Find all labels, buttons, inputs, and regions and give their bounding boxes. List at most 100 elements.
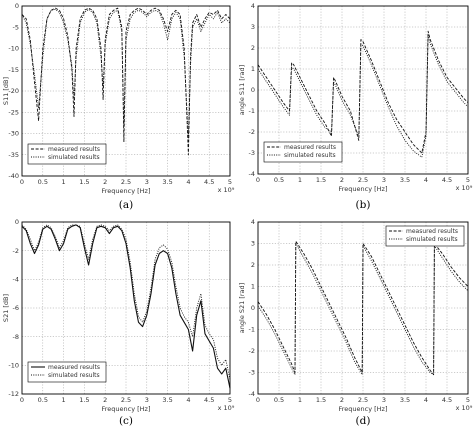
y-tick-label: 1 [251, 65, 255, 73]
chart-panel-c: 0 0.5 1 1.5 2 2.5 3 3.5 4 4.5 5 0 -2 -4 -6 -8 -10 -12 x 10… [2, 218, 235, 427]
x-axis-label: Frequency [Hz] [338, 185, 387, 193]
x-tick-label: 3.5 [400, 396, 410, 404]
y-tick-label: -10 [8, 45, 19, 53]
y-tick-label: -12 [8, 390, 19, 398]
figure-caption: (a) [119, 199, 133, 211]
y-tick-label: -20 [8, 87, 19, 95]
x-tick-label: 0.5 [274, 396, 284, 404]
x-tick-label: 4 [424, 176, 428, 184]
y-tick-label: 0 [251, 304, 255, 312]
x-tick-label: 4.5 [442, 176, 452, 184]
x-tick-label: 4.5 [204, 396, 214, 404]
x-tick-label: 2 [340, 396, 344, 404]
y-axis-label: angle S11 [rad] [238, 65, 246, 115]
chart-panel-d: 0 0.5 1 1.5 2 2.5 3 3.5 4 4.5 5 4 3 2 1 0 -1 -2 -3 -4 x 10⁹ F… [238, 218, 473, 427]
x-tick-label: 0.5 [38, 396, 48, 404]
x-tick-label: 5 [466, 396, 470, 404]
x-tick-label: 5 [228, 178, 232, 186]
x-tick-label: 2 [103, 396, 107, 404]
y-axis-label: S11 [dB] [2, 77, 10, 105]
x-tick-label: 2 [340, 176, 344, 184]
figure-caption: (d) [356, 415, 371, 427]
y-tick-label: 0 [251, 86, 255, 94]
x-exponent-label: x 10⁹ [456, 404, 473, 412]
legend-entry-label: measured results [48, 146, 100, 153]
y-tick-label: -8 [13, 333, 19, 341]
x-tick-label: 2.5 [121, 178, 131, 186]
x-axis-label: Frequency [Hz] [101, 187, 150, 195]
x-tick-label: 1.5 [79, 178, 89, 186]
x-tick-label: 0 [20, 396, 24, 404]
y-tick-label: 0 [15, 218, 19, 226]
x-tick-label: 4 [186, 178, 190, 186]
x-axis-label: Frequency [Hz] [101, 405, 150, 413]
plot-area-frame [21, 221, 231, 395]
x-tick-label: 0 [20, 178, 24, 186]
x-tick-label: 4 [186, 396, 190, 404]
y-tick-label: -30 [8, 130, 19, 138]
series-line-measured-results [21, 7, 231, 156]
series-line-simulated-results [21, 224, 231, 380]
legend-entry-label: measured results [406, 228, 458, 235]
x-tick-label: 1 [298, 176, 302, 184]
x-tick-label: 1 [62, 396, 66, 404]
series-line-measured-results [257, 30, 469, 154]
legend-box [27, 143, 107, 165]
x-tick-label: 0.5 [38, 178, 48, 186]
y-tick-label: -35 [8, 151, 19, 159]
y-tick-label: 2 [251, 44, 255, 52]
x-tick-label: 1.5 [316, 396, 326, 404]
y-tick-label: 3 [251, 23, 255, 31]
x-tick-label: 2.5 [358, 396, 368, 404]
x-tick-label: 1 [298, 396, 302, 404]
y-tick-label: -6 [13, 304, 19, 312]
x-tick-label: 4 [424, 396, 428, 404]
legend-box [263, 141, 343, 163]
series-line-simulated-results [21, 8, 231, 139]
x-tick-label: 3 [145, 178, 149, 186]
series-line-simulated-results [257, 243, 469, 376]
y-axis-label: angle S21 [rad] [238, 283, 246, 333]
legend-box [27, 361, 107, 383]
x-tick-label: 3 [145, 396, 149, 404]
y-tick-label: -2 [249, 128, 255, 136]
legend-entry-label: simulated results [48, 154, 100, 161]
series-line-measured-results [21, 224, 231, 389]
legend-entry-label: simulated results [406, 236, 458, 243]
x-tick-label: 0 [256, 176, 260, 184]
x-tick-label: 4.5 [204, 178, 214, 186]
x-tick-label: 3.5 [400, 176, 410, 184]
y-tick-label: -4 [13, 276, 19, 284]
y-tick-label: -40 [8, 172, 19, 180]
legend-entry-label: simulated results [48, 372, 100, 379]
legend-entry-label: measured results [284, 144, 336, 151]
x-tick-label: 0.5 [274, 176, 284, 184]
x-exponent-label: x 10⁹ [218, 404, 235, 412]
y-tick-label: 3 [251, 240, 255, 248]
chart-panel-a: 0 0.5 1 1.5 2 2.5 3 3.5 4 4.5 5 0 -5 -10 -15 -20 -25 -30 -… [2, 2, 235, 211]
y-tick-label: -4 [249, 170, 255, 178]
y-tick-label: 4 [251, 2, 255, 10]
x-axis-label: Frequency [Hz] [338, 405, 387, 413]
x-exponent-label: x 10⁹ [456, 184, 473, 192]
x-tick-label: 5 [228, 396, 232, 404]
y-tick-label: -2 [13, 247, 19, 255]
x-tick-label: 2.5 [121, 396, 131, 404]
x-tick-label: 2.5 [358, 176, 368, 184]
x-tick-label: 2 [103, 178, 107, 186]
chart-panel-b: 0 0.5 1 1.5 2 2.5 3 3.5 4 4.5 5 4 3 2 1 0 -1 -2 -3 -4 x 10⁹ F… [238, 2, 473, 211]
series-line-simulated-results [257, 34, 469, 158]
legend-entry-label: simulated results [284, 152, 336, 159]
plot-area-frame [257, 5, 469, 175]
x-tick-label: 3 [382, 396, 386, 404]
y-tick-label: -4 [249, 390, 255, 398]
x-exponent-label: x 10⁹ [218, 186, 235, 194]
y-tick-label: -1 [249, 107, 255, 115]
figure-caption: (b) [356, 199, 371, 211]
x-tick-label: 1 [62, 178, 66, 186]
y-tick-label: -2 [249, 347, 255, 355]
